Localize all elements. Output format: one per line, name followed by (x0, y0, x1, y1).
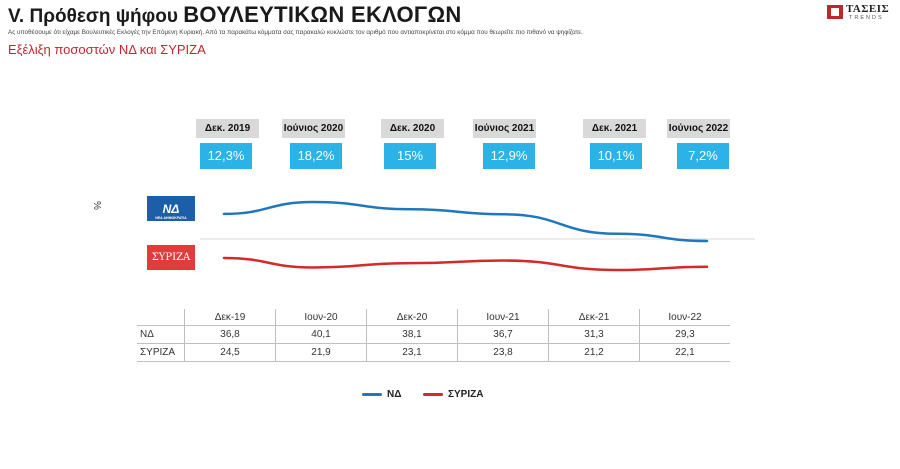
table-value-cell: 36,8 (184, 325, 276, 344)
table-category-cell: Δεκ-20 (366, 309, 458, 326)
nd-logo-subtext: ΝΕΑ ΔΗΜΟΚΡΑΤΙΑ (155, 216, 187, 220)
data-table: Δεκ-19 Ιουν-20 Δεκ-20 Ιουν-21 Δεκ-21 Ιουν-22 Ν… (137, 309, 730, 362)
gap-value-badge: 12,9% (483, 143, 535, 169)
series-line-1 (222, 256, 709, 272)
legend-item: ΝΔ (362, 389, 401, 400)
table-row-label: ΣΥΡΙΖΑ (137, 343, 185, 362)
slide-title: V. Πρόθεση ψήφου ΒΟΥΛΕΥΤΙΚΩΝ ΕΚΛΟΓΩΝ (8, 2, 462, 28)
table-category-cell: Δεκ-19 (184, 309, 276, 326)
table-value-cell: 36,7 (457, 325, 549, 344)
table-category-cell: Ιουν-22 (639, 309, 730, 326)
brand-name: ΤΑΣΕΙΣ (846, 3, 890, 15)
gap-value-badge: 7,2% (677, 143, 729, 169)
survey-question: Ας υποθέσουμε ότι είχαμε Βουλευτικές Εκλ… (8, 29, 583, 36)
table-value-cell: 29,3 (639, 325, 730, 344)
table-value-cell: 38,1 (366, 325, 458, 344)
gap-value-badge: 15% (384, 143, 436, 169)
legend-item: ΣΥΡΙΖΑ (423, 389, 483, 400)
period-label: Δεκ. 2021 (583, 119, 646, 138)
table-value-cell: 24,5 (184, 343, 276, 362)
gap-value-badge: 18,2% (290, 143, 342, 169)
nd-logo-text: ΝΔ (162, 201, 180, 216)
table-row-label: ΝΔ (137, 325, 185, 344)
title-main: ΒΟΥΛΕΥΤΙΚΩΝ ΕΚΛΟΓΩΝ (183, 2, 462, 27)
period-label: Ιούνιος 2020 (282, 119, 345, 138)
chart-subtitle: Εξέλιξη ποσοστών ΝΔ και ΣΥΡΙΖΑ (8, 42, 206, 57)
series-line-0 (222, 200, 709, 243)
brand-logo: ΤΑΣΕΙΣ TRENDS (827, 3, 895, 25)
table-category-cell: Ιουν-21 (457, 309, 549, 326)
table-value-cell: 40,1 (275, 325, 367, 344)
gap-value-badge: 10,1% (590, 143, 642, 169)
table-row: ΝΔ 36,8 40,1 38,1 36,7 31,3 29,3 (137, 325, 730, 344)
table-value-cell: 23,1 (366, 343, 458, 362)
nd-party-logo: ΝΔ ΝΕΑ ΔΗΜΟΚΡΑΤΙΑ (147, 196, 195, 221)
syriza-party-logo: ΣΥΡΙΖΑ (147, 245, 195, 270)
period-label: Ιούνιος 2021 (473, 119, 536, 138)
brand-mark-icon (827, 5, 843, 19)
title-prefix: V. Πρόθεση ψήφου (8, 6, 184, 27)
legend-label: ΝΔ (387, 389, 402, 400)
table-corner (137, 309, 185, 326)
gap-value-badge: 12,3% (200, 143, 252, 169)
legend-label: ΣΥΡΙΖΑ (448, 389, 484, 400)
legend-swatch (423, 393, 443, 396)
brand-tagline: TRENDS (849, 15, 884, 21)
table-category-cell: Δεκ-21 (548, 309, 640, 326)
table-category-cell: Ιουν-20 (275, 309, 367, 326)
period-label: Ιούνιος 2022 (667, 119, 730, 138)
period-label: Δεκ. 2019 (196, 119, 259, 138)
table-value-cell: 23,8 (457, 343, 549, 362)
legend-swatch (362, 393, 382, 396)
period-label: Δεκ. 2020 (381, 119, 444, 138)
table-row: ΣΥΡΙΖΑ 24,5 21,9 23,1 23,8 21,2 22,1 (137, 343, 730, 362)
table-value-cell: 22,1 (639, 343, 730, 362)
table-value-cell: 21,2 (548, 343, 640, 362)
table-value-cell: 21,9 (275, 343, 367, 362)
table-value-cell: 31,3 (548, 325, 640, 344)
syriza-logo-text: ΣΥΡΙΖΑ (151, 252, 191, 263)
